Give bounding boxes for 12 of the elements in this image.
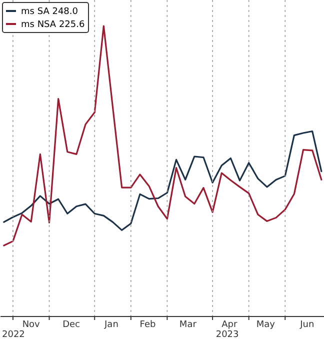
- x-tick-label: Jun: [299, 320, 314, 330]
- text: 2023: [216, 330, 239, 339]
- x-tick-label: May: [256, 320, 276, 330]
- x-tick-label: Feb: [140, 320, 156, 330]
- legend-label: ms NSA 225.6: [21, 20, 85, 30]
- legend-label: ms SA 248.0: [21, 7, 78, 17]
- x-tick-label: Dec: [62, 320, 80, 330]
- x-tick-label: Nov: [22, 320, 41, 330]
- x-tick-label: Apr: [222, 320, 238, 330]
- x-tick-label: Jan: [104, 320, 118, 330]
- x-tick-label: Mar: [179, 320, 197, 330]
- text: 2022: [2, 330, 25, 339]
